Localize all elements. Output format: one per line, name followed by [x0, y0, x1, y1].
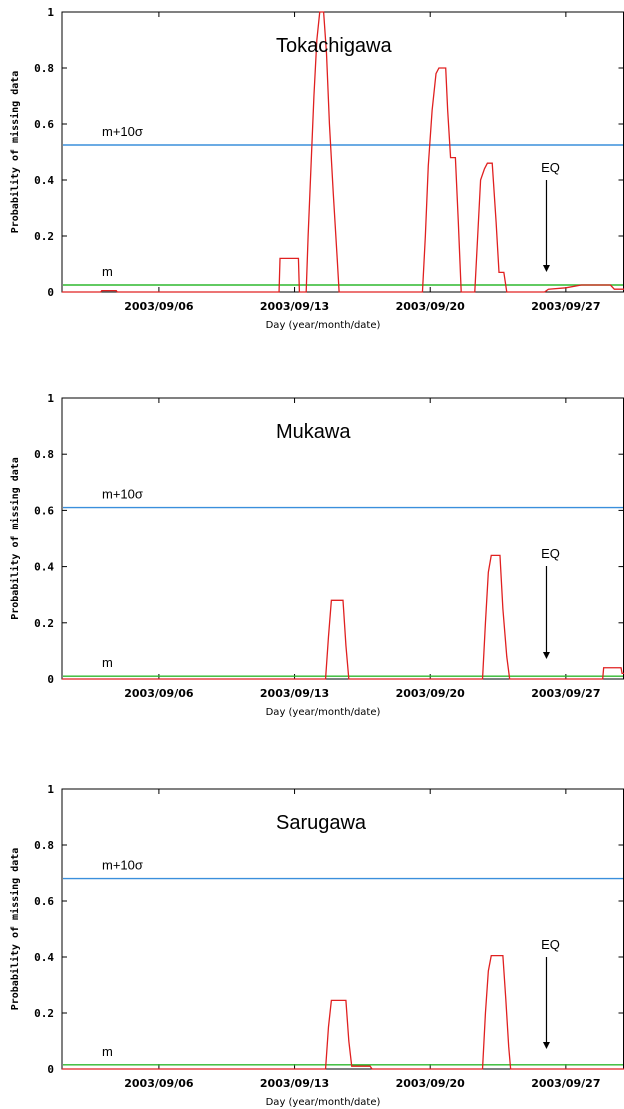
y-tick-label: 0.8 — [34, 62, 54, 75]
x-axis-label: Day (year/month/date) — [266, 1097, 381, 1108]
y-tick-label: 0.2 — [34, 617, 54, 630]
series-line — [62, 11, 624, 293]
x-axis-label: Day (year/month/date) — [266, 707, 381, 718]
eq-label: EQ — [541, 160, 560, 175]
y-axis-label: Probability of missing data — [9, 71, 21, 234]
y-tick-label: 0.4 — [34, 561, 54, 574]
y-axis-label: Probability of missing data — [9, 848, 21, 1011]
eq-label: EQ — [541, 937, 560, 952]
x-tick-label: 2003/09/20 — [396, 300, 466, 313]
eq-arrow-head — [542, 652, 550, 659]
x-tick-label: 2003/09/13 — [260, 687, 329, 700]
x-tick-label: 2003/09/20 — [396, 1077, 466, 1090]
x-tick-label: 2003/09/06 — [124, 1077, 194, 1090]
threshold-label: m+10σ — [102, 858, 143, 873]
y-tick-label: 1 — [47, 783, 54, 796]
x-tick-label: 2003/09/06 — [124, 300, 194, 313]
y-tick-label: 1 — [47, 6, 54, 19]
y-tick-label: 0.4 — [34, 174, 54, 187]
y-tick-label: 0.8 — [34, 448, 54, 461]
x-tick-label: 2003/09/20 — [396, 687, 466, 700]
y-tick-label: 0.6 — [34, 895, 54, 908]
chart-panel-2: 0 0.2 0.4 0.6 0.8 1 2003/09/06 2003/09/13 2003/0… — [9, 392, 624, 718]
eq-arrow-head — [542, 265, 550, 272]
mean-label: m — [102, 655, 113, 670]
eq-arrow-head — [542, 1042, 550, 1049]
y-axis-label: Probability of missing data — [9, 457, 21, 620]
y-tick-label: 0.6 — [34, 504, 54, 517]
panel-title: Sarugawa — [276, 812, 367, 834]
chart-panel-1: 0 0.2 0.4 0.6 0.8 1 2003/09/06 2003/09/13 2003/0… — [9, 6, 624, 331]
panel-title: Mukawa — [276, 421, 351, 443]
threshold-label: m+10σ — [102, 487, 143, 502]
y-tick-label: 0.2 — [34, 230, 54, 243]
y-tick-label: 1 — [47, 392, 54, 405]
x-axis-label: Day (year/month/date) — [266, 320, 381, 331]
y-tick-label: 0.8 — [34, 839, 54, 852]
x-tick-label: 2003/09/27 — [531, 300, 600, 313]
y-tick-label: 0.2 — [34, 1007, 54, 1020]
y-tick-label: 0 — [47, 1063, 54, 1076]
x-tick-label: 2003/09/06 — [124, 687, 194, 700]
series-line — [62, 954, 624, 1070]
y-tick-label: 0.4 — [34, 951, 54, 964]
y-tick-label: 0 — [47, 286, 54, 299]
x-tick-label: 2003/09/13 — [260, 1077, 329, 1090]
y-tick-label: 0 — [47, 673, 54, 686]
x-tick-label: 2003/09/27 — [531, 1077, 600, 1090]
x-tick-label: 2003/09/27 — [531, 687, 600, 700]
y-tick-label: 0.6 — [34, 118, 54, 131]
eq-label: EQ — [541, 546, 560, 561]
chart-panel-3: 0 0.2 0.4 0.6 0.8 1 2003/09/06 2003/09/13 2003/0… — [9, 783, 624, 1108]
threshold-label: m+10σ — [102, 124, 143, 139]
series-line — [62, 554, 624, 680]
panel-title: Tokachigawa — [276, 35, 393, 57]
mean-label: m — [102, 264, 113, 279]
mean-label: m — [102, 1044, 113, 1059]
x-tick-label: 2003/09/13 — [260, 300, 329, 313]
